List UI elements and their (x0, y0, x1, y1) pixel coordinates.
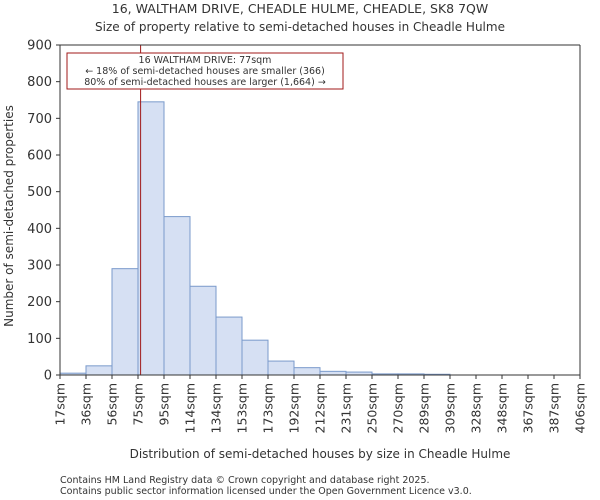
bar-95sqm (163, 216, 191, 376)
y-tick-label: 100 (27, 332, 52, 347)
bar-212sqm (319, 370, 347, 376)
x-tick-label: 250sqm (365, 383, 380, 433)
x-tick-label: 192sqm (287, 383, 302, 433)
x-tick-label: 348sqm (495, 383, 510, 433)
annotation-box (66, 52, 344, 90)
chart-title: 16, WALTHAM DRIVE, CHEADLE HULME, CHEADL… (112, 1, 488, 16)
y-ticks-group: 0 100 200 300 400 500 600 700 800 900 (27, 39, 60, 384)
x-tick-label: 95sqm (157, 383, 172, 426)
y-tick-label: 0 (44, 369, 52, 384)
x-tick-label: 367sqm (521, 383, 536, 433)
annotation-line-2: ← 18% of semi-detached houses are smalle… (85, 66, 325, 77)
y-tick-label: 200 (27, 295, 52, 310)
footer-line-1: Contains HM Land Registry data © Crown c… (60, 475, 430, 486)
y-tick-label: 800 (27, 75, 52, 90)
y-tick-label: 600 (27, 149, 52, 164)
x-tick-label: 212sqm (313, 383, 328, 433)
x-tick-label: 75sqm (131, 383, 146, 426)
x-tick-label: 387sqm (547, 383, 562, 433)
x-tick-label: 36sqm (79, 383, 94, 426)
y-tick-label: 300 (27, 259, 52, 274)
x-tick-label: 328sqm (469, 383, 484, 433)
x-tick-label: 17sqm (53, 383, 68, 426)
x-tick-label: 289sqm (417, 383, 432, 433)
y-tick-label: 900 (27, 39, 52, 54)
bar-114sqm (189, 285, 217, 376)
x-axis-label: Distribution of semi-detached houses by … (130, 447, 511, 461)
x-tick-label: 309sqm (443, 383, 458, 433)
y-axis-label: Number of semi-detached properties (2, 105, 16, 327)
x-ticks-group: 17sqm 36sqm 56sqm 75sqm 95sqm 114sqm 134sqm 153… (53, 375, 588, 433)
y-tick-label: 400 (27, 222, 52, 237)
x-tick-label: 270sqm (391, 383, 406, 433)
bar-36sqm (85, 365, 113, 376)
bar-192sqm (293, 367, 321, 376)
x-tick-label: 56sqm (105, 383, 120, 426)
x-tick-label: 406sqm (573, 383, 588, 433)
x-tick-label: 153sqm (235, 383, 250, 433)
annotation-line-3: 80% of semi-detached houses are larger (… (84, 77, 326, 88)
chart-subtitle: Size of property relative to semi-detach… (95, 20, 505, 34)
x-tick-label: 231sqm (339, 383, 354, 433)
y-tick-label: 500 (27, 185, 52, 200)
bar-134sqm (215, 316, 243, 376)
bar-75sqm (137, 101, 165, 376)
bar-56sqm (111, 268, 139, 376)
x-tick-label: 114sqm (183, 383, 198, 433)
x-tick-label: 134sqm (209, 383, 224, 433)
bar-173sqm (267, 360, 295, 376)
annotation-line-1: 16 WALTHAM DRIVE: 77sqm (139, 55, 272, 66)
marker-group: 16 WALTHAM DRIVE: 77sqm← 18% of semi-det… (66, 45, 344, 375)
footer-line-2: Contains public sector information licen… (60, 486, 472, 497)
bar-153sqm (241, 339, 269, 376)
x-tick-label: 173sqm (261, 383, 276, 433)
y-tick-label: 700 (27, 112, 52, 127)
bars-group (59, 101, 451, 376)
